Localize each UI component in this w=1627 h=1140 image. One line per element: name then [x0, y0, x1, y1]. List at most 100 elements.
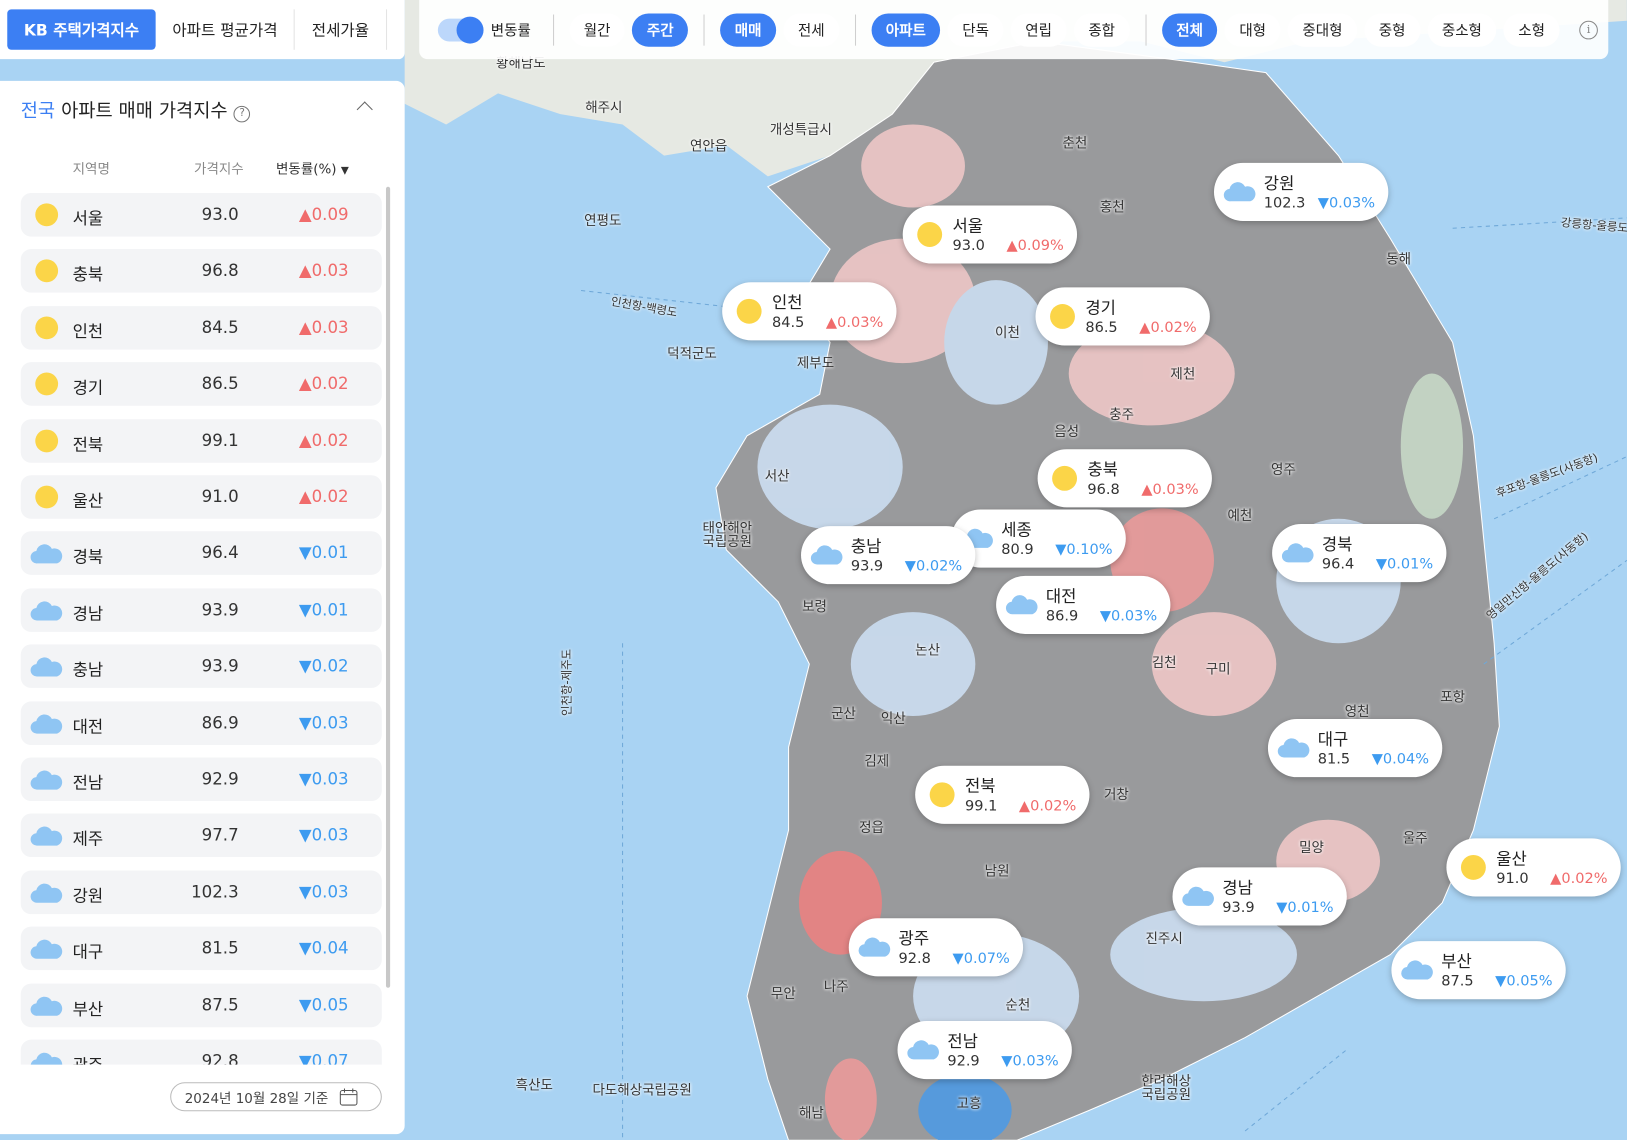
cloud-icon — [30, 826, 63, 847]
date-picker[interactable]: 2024년 10월 28일 기준 — [170, 1082, 382, 1112]
region-card[interactable]: 전북 99.1 ▲0.02% — [915, 765, 1090, 824]
cloud-icon — [1277, 738, 1310, 758]
collapse-icon[interactable] — [356, 101, 373, 118]
region-card[interactable]: 광주 92.8 ▼0.07% — [848, 918, 1024, 977]
region-card[interactable]: 경남 93.9 ▼0.01% — [1172, 867, 1347, 926]
column-header[interactable]: 변동률(%) ▼ — [276, 158, 349, 178]
change-arrow: ▲ — [298, 430, 312, 450]
region-row[interactable]: 서울 93.0 ▲0.09 — [20, 192, 382, 237]
price-index: 86.9 — [201, 712, 239, 733]
place-label: 한려해상 국립공원 — [1141, 1073, 1192, 1103]
scope[interactable]: 전국 — [20, 100, 56, 123]
filter-bar: 변동률 월간 주간 매매 전세 아파트 단독 연립 종합 전체 대형 중대형 중형 중소형 소형 i — [419, 0, 1609, 60]
region-row[interactable]: 경기 86.5 ▲0.02 — [20, 362, 382, 406]
card-region: 경남 — [1222, 877, 1253, 898]
change-arrow: ▼ — [298, 1051, 312, 1065]
place-label: 해주시 — [585, 100, 623, 117]
filter-chip[interactable]: 중소형 — [1427, 12, 1497, 47]
filter-chip[interactable]: 중형 — [1364, 12, 1421, 47]
filter-chip[interactable]: 월간 — [569, 12, 626, 47]
price-index: 93.9 — [201, 599, 239, 620]
filter-chip[interactable]: 소형 — [1503, 12, 1560, 47]
sun-icon — [929, 782, 955, 808]
region-row[interactable]: 전북 99.1 ▲0.02 — [20, 418, 382, 463]
region-row[interactable]: 경남 93.9 ▼0.01 — [20, 588, 382, 632]
region-name: 충남 — [72, 660, 104, 680]
region-card[interactable]: 대전 86.9 ▼0.03% — [996, 575, 1171, 634]
sun-icon — [1050, 304, 1075, 329]
card-change-value: 0.02% — [1150, 319, 1197, 337]
region-row[interactable]: 광주 92.8 ▼0.07 — [20, 1039, 382, 1065]
region-card[interactable]: 강원 102.3 ▼0.03% — [1213, 162, 1389, 222]
place-label: 개성특급시 — [769, 122, 832, 139]
card-change-value: 0.05% — [1506, 973, 1553, 990]
region-card[interactable]: 경북 96.4 ▼0.01% — [1272, 523, 1447, 583]
region-card[interactable]: 충북 96.8 ▲0.03% — [1037, 449, 1212, 508]
separator — [703, 14, 705, 46]
card-change: ▼0.03% — [1318, 195, 1375, 212]
region-card[interactable]: 울산 91.0 ▲0.02% — [1446, 838, 1621, 897]
card-change: ▼0.02% — [905, 558, 962, 575]
region-row[interactable]: 제주 97.7 ▼0.03 — [20, 813, 382, 858]
price-index: 96.4 — [201, 543, 239, 563]
filter-chip[interactable]: 전체 — [1161, 12, 1218, 47]
filter-chip[interactable]: 전세 — [783, 12, 840, 47]
scrollbar[interactable] — [385, 186, 391, 988]
cloud-icon — [30, 657, 63, 677]
card-change-value: 0.02% — [1561, 870, 1608, 888]
change-arrow: ▼ — [298, 768, 312, 789]
cloud-icon — [30, 939, 63, 959]
place-label: 서산 — [764, 468, 790, 485]
panel-title: 전국 아파트 매매 가격지수? — [21, 96, 251, 123]
tab[interactable]: 아파트 평균가격 — [156, 9, 296, 50]
region-card[interactable]: 인천 84.5 ▲0.03% — [722, 282, 897, 341]
price-index: 92.8 — [201, 1051, 239, 1065]
region-card[interactable]: 전남 92.9 ▼0.03% — [897, 1020, 1072, 1080]
filter-chip[interactable]: 종합 — [1073, 12, 1130, 47]
filter-chip[interactable]: 대형 — [1224, 12, 1281, 47]
change-arrow: ▼ — [298, 712, 312, 733]
place-label: 다도해상국립공원 — [592, 1083, 692, 1099]
region-row[interactable]: 충북 96.8 ▲0.03 — [20, 249, 382, 294]
region-row[interactable]: 대구 81.5 ▼0.04 — [20, 926, 382, 971]
region-card[interactable]: 서울 93.0 ▲0.09% — [902, 205, 1078, 264]
region-row[interactable]: 울산 91.0 ▲0.02 — [20, 475, 382, 519]
cloud-icon — [1223, 182, 1256, 202]
filter-chip[interactable]: 단독 — [947, 12, 1004, 47]
card-change: ▼0.07% — [953, 950, 1010, 967]
place-label: 정읍 — [859, 820, 884, 837]
region-card[interactable]: 부산 87.5 ▼0.05% — [1391, 941, 1566, 1000]
region-row[interactable]: 전남 92.9 ▼0.03 — [20, 757, 382, 802]
region-card[interactable]: 대구 81.5 ▼0.04% — [1267, 719, 1443, 778]
place-label: 연안읍 — [690, 139, 728, 155]
filter-chip[interactable]: 주간 — [632, 12, 689, 47]
change-value: 0.03 — [311, 712, 349, 733]
tab[interactable]: 전세가율 — [295, 9, 387, 50]
region-row[interactable]: 인천 84.5 ▲0.03 — [20, 305, 382, 350]
toggle[interactable] — [437, 16, 484, 44]
change-value: 0.04 — [311, 938, 349, 958]
region-card[interactable]: 세종 80.9 ▼0.10% — [951, 509, 1126, 568]
region-row[interactable]: 강원 102.3 ▼0.03 — [20, 870, 382, 914]
region-card[interactable]: 충남 93.9 ▼0.02% — [801, 526, 976, 585]
tab[interactable]: KB 주택가격지수 — [7, 9, 156, 50]
filter-chip[interactable]: 중대형 — [1287, 12, 1357, 47]
region-row[interactable]: 충남 93.9 ▼0.02 — [20, 644, 382, 689]
help-icon[interactable]: ? — [233, 105, 251, 123]
region-row[interactable]: 대전 86.9 ▼0.03 — [20, 700, 382, 745]
region-row[interactable]: 경북 96.4 ▼0.01 — [20, 531, 382, 576]
change-arrow: ▼ — [298, 994, 312, 1015]
filter-chip[interactable]: 연립 — [1010, 12, 1067, 47]
change-value: 0.07 — [311, 1051, 349, 1065]
cloud-icon — [1005, 595, 1038, 615]
row-list: 서울 93.0 ▲0.09 충북 96.8 ▲0.03 인천 84.5 ▲0.03 경기 86.5 ▲… — [0, 192, 394, 1065]
info-icon[interactable]: i — [1579, 20, 1598, 39]
change: ▼0.03 — [299, 882, 349, 902]
card-region: 서울 — [952, 215, 984, 236]
region-card[interactable]: 경기 86.5 ▲0.02% — [1035, 287, 1210, 346]
region-row[interactable]: 부산 87.5 ▼0.05 — [20, 983, 382, 1027]
filter-chip[interactable]: 아파트 — [871, 12, 941, 47]
filter-chip[interactable]: 매매 — [720, 12, 777, 47]
card-region: 전남 — [947, 1031, 978, 1052]
